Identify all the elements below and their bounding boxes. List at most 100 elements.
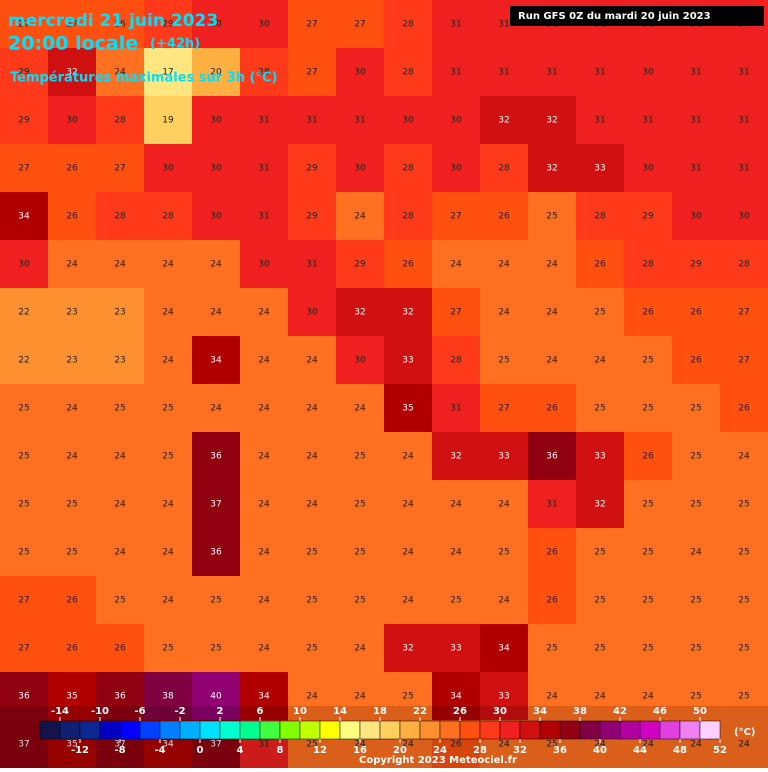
temp-cell — [144, 432, 193, 481]
temp-cell — [288, 336, 337, 385]
temp-value: 25 — [66, 500, 77, 510]
temp-value: 31 — [258, 116, 269, 126]
temp-value: 25 — [66, 548, 77, 558]
temp-value: 25 — [738, 500, 749, 510]
temp-value: 31 — [546, 500, 557, 510]
scale-label: 14 — [333, 706, 347, 717]
temp-cell — [720, 384, 768, 433]
temp-cell — [240, 432, 289, 481]
temp-cell — [528, 576, 577, 625]
temp-cell — [336, 576, 385, 625]
temp-cell — [96, 576, 145, 625]
temp-value: 30 — [210, 164, 222, 174]
temp-value: 24 — [258, 452, 270, 462]
temp-value: 25 — [690, 692, 701, 702]
temp-cell — [720, 96, 768, 145]
temp-cell — [480, 240, 529, 289]
temp-cell — [48, 576, 97, 625]
temp-cell — [576, 672, 625, 721]
scale-swatch — [119, 720, 141, 740]
temp-cell — [288, 432, 337, 481]
temp-value: 25 — [642, 404, 653, 414]
scale-swatch — [239, 720, 261, 740]
temp-value: 33 — [498, 692, 509, 702]
temp-cell — [48, 624, 97, 673]
temp-cell — [0, 240, 49, 289]
temp-cell — [432, 48, 481, 97]
temp-cell — [144, 0, 193, 49]
temp-value: 28 — [498, 164, 510, 174]
temp-cell — [672, 144, 721, 193]
temp-cell — [624, 48, 673, 97]
scale-label: 6 — [257, 706, 264, 717]
temp-cell — [288, 0, 337, 49]
temp-value: 34 — [210, 356, 222, 366]
temp-cell — [384, 672, 433, 721]
temp-value: 25 — [354, 596, 365, 606]
scale-swatch — [199, 720, 221, 740]
temp-cell — [432, 240, 481, 289]
temp-value: 23 — [66, 308, 77, 318]
temp-value: 27 — [18, 164, 29, 174]
temp-cell — [336, 192, 385, 241]
temp-value: 34 — [162, 740, 174, 750]
temp-cell — [432, 384, 481, 433]
temp-cell — [96, 336, 145, 385]
temp-value: 25 — [306, 740, 317, 750]
temp-value: 27 — [306, 68, 317, 78]
temp-value: 28 — [402, 212, 414, 222]
temp-cell — [336, 144, 385, 193]
temp-cell — [480, 48, 529, 97]
temp-cell — [0, 480, 49, 529]
temp-cell — [528, 96, 577, 145]
temp-value: 25 — [450, 596, 461, 606]
temp-cell — [48, 384, 97, 433]
temp-cell — [384, 480, 433, 529]
scale-label: 16 — [353, 745, 367, 756]
temp-value: 24 — [402, 740, 414, 750]
temp-value: 25 — [18, 500, 29, 510]
temp-cell — [48, 480, 97, 529]
temp-value: 24 — [498, 260, 510, 270]
temp-value: 27 — [18, 20, 29, 30]
temp-value: 24 — [546, 692, 558, 702]
temp-value: 30 — [738, 212, 750, 222]
scale-label: 24 — [433, 745, 447, 756]
scale-swatch — [219, 720, 241, 740]
temp-value: 26 — [642, 308, 654, 318]
temp-cell — [672, 432, 721, 481]
temp-cell — [576, 192, 625, 241]
temp-cell — [48, 240, 97, 289]
temp-value: 24 — [450, 500, 462, 510]
temp-cell — [192, 432, 241, 481]
scale-label: -2 — [174, 706, 185, 717]
temp-cell — [192, 528, 241, 577]
temp-cell — [0, 288, 49, 337]
temp-cell — [720, 720, 768, 769]
temp-value: 32 — [354, 308, 365, 318]
temp-value: 25 — [738, 596, 749, 606]
temp-value: 36 — [114, 692, 126, 702]
temp-cell — [480, 576, 529, 625]
temp-value: 26 — [450, 740, 462, 750]
scale-swatch — [299, 720, 321, 740]
temp-cell — [336, 288, 385, 337]
temp-value: 24 — [258, 404, 270, 414]
scale-label: 2 — [217, 706, 224, 717]
temp-value: 25 — [210, 596, 221, 606]
temp-cell — [144, 288, 193, 337]
temp-value: 28 — [402, 164, 414, 174]
temp-cell — [192, 384, 241, 433]
temp-value: 33 — [594, 164, 605, 174]
temp-value: 30 — [18, 260, 30, 270]
temp-value: 25 — [402, 692, 413, 702]
temp-value: 26 — [546, 548, 558, 558]
temp-value: 25 — [306, 596, 317, 606]
temp-cell — [576, 240, 625, 289]
temp-cell — [384, 192, 433, 241]
temp-cell — [480, 480, 529, 529]
temp-value: 26 — [690, 308, 702, 318]
scale-label: 18 — [373, 706, 387, 717]
temp-cell — [480, 288, 529, 337]
